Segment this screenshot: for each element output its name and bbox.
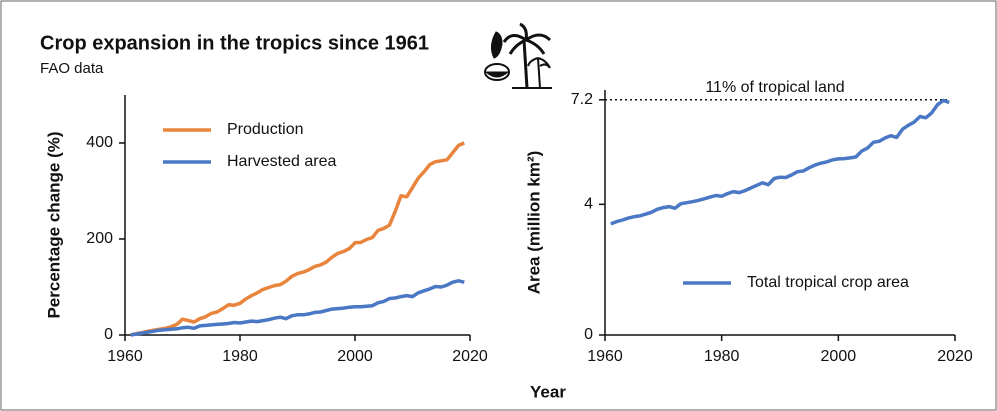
y-tick-label: 0 bbox=[104, 326, 113, 343]
x-tick-label: 1960 bbox=[107, 348, 143, 365]
x-tick-label: 1960 bbox=[587, 348, 623, 365]
y-tick-label: 0 bbox=[584, 326, 593, 343]
y-tick-label: 7.2 bbox=[571, 91, 593, 108]
crop-icon bbox=[484, 22, 552, 89]
y-axis-label: Percentage change (%) bbox=[44, 131, 63, 318]
legend-label: Harvested area bbox=[227, 153, 336, 170]
figure-subtitle: FAO data bbox=[40, 60, 104, 77]
data-line bbox=[130, 141, 465, 337]
y-axis-label: Area (million km²) bbox=[524, 151, 543, 295]
y-tick-label: 4 bbox=[584, 196, 593, 213]
annotation: 11% of tropical land bbox=[705, 79, 844, 96]
x-axis-label: Year bbox=[530, 382, 566, 401]
x-tick-label: 2000 bbox=[337, 348, 373, 365]
data-line bbox=[130, 279, 465, 337]
y-tick-label: 400 bbox=[86, 134, 113, 151]
x-tick-label: 2020 bbox=[452, 348, 488, 365]
x-tick-label: 2020 bbox=[937, 348, 973, 365]
data-line bbox=[610, 98, 950, 226]
legend-label: Total tropical crop area bbox=[747, 274, 909, 291]
x-tick-label: 1980 bbox=[222, 348, 258, 365]
legend-label: Production bbox=[227, 121, 304, 138]
y-tick-label: 200 bbox=[86, 230, 113, 247]
x-tick-label: 1980 bbox=[704, 348, 740, 365]
x-tick-label: 2000 bbox=[821, 348, 857, 365]
figure-title: Crop expansion in the tropics since 1961 bbox=[40, 32, 429, 54]
